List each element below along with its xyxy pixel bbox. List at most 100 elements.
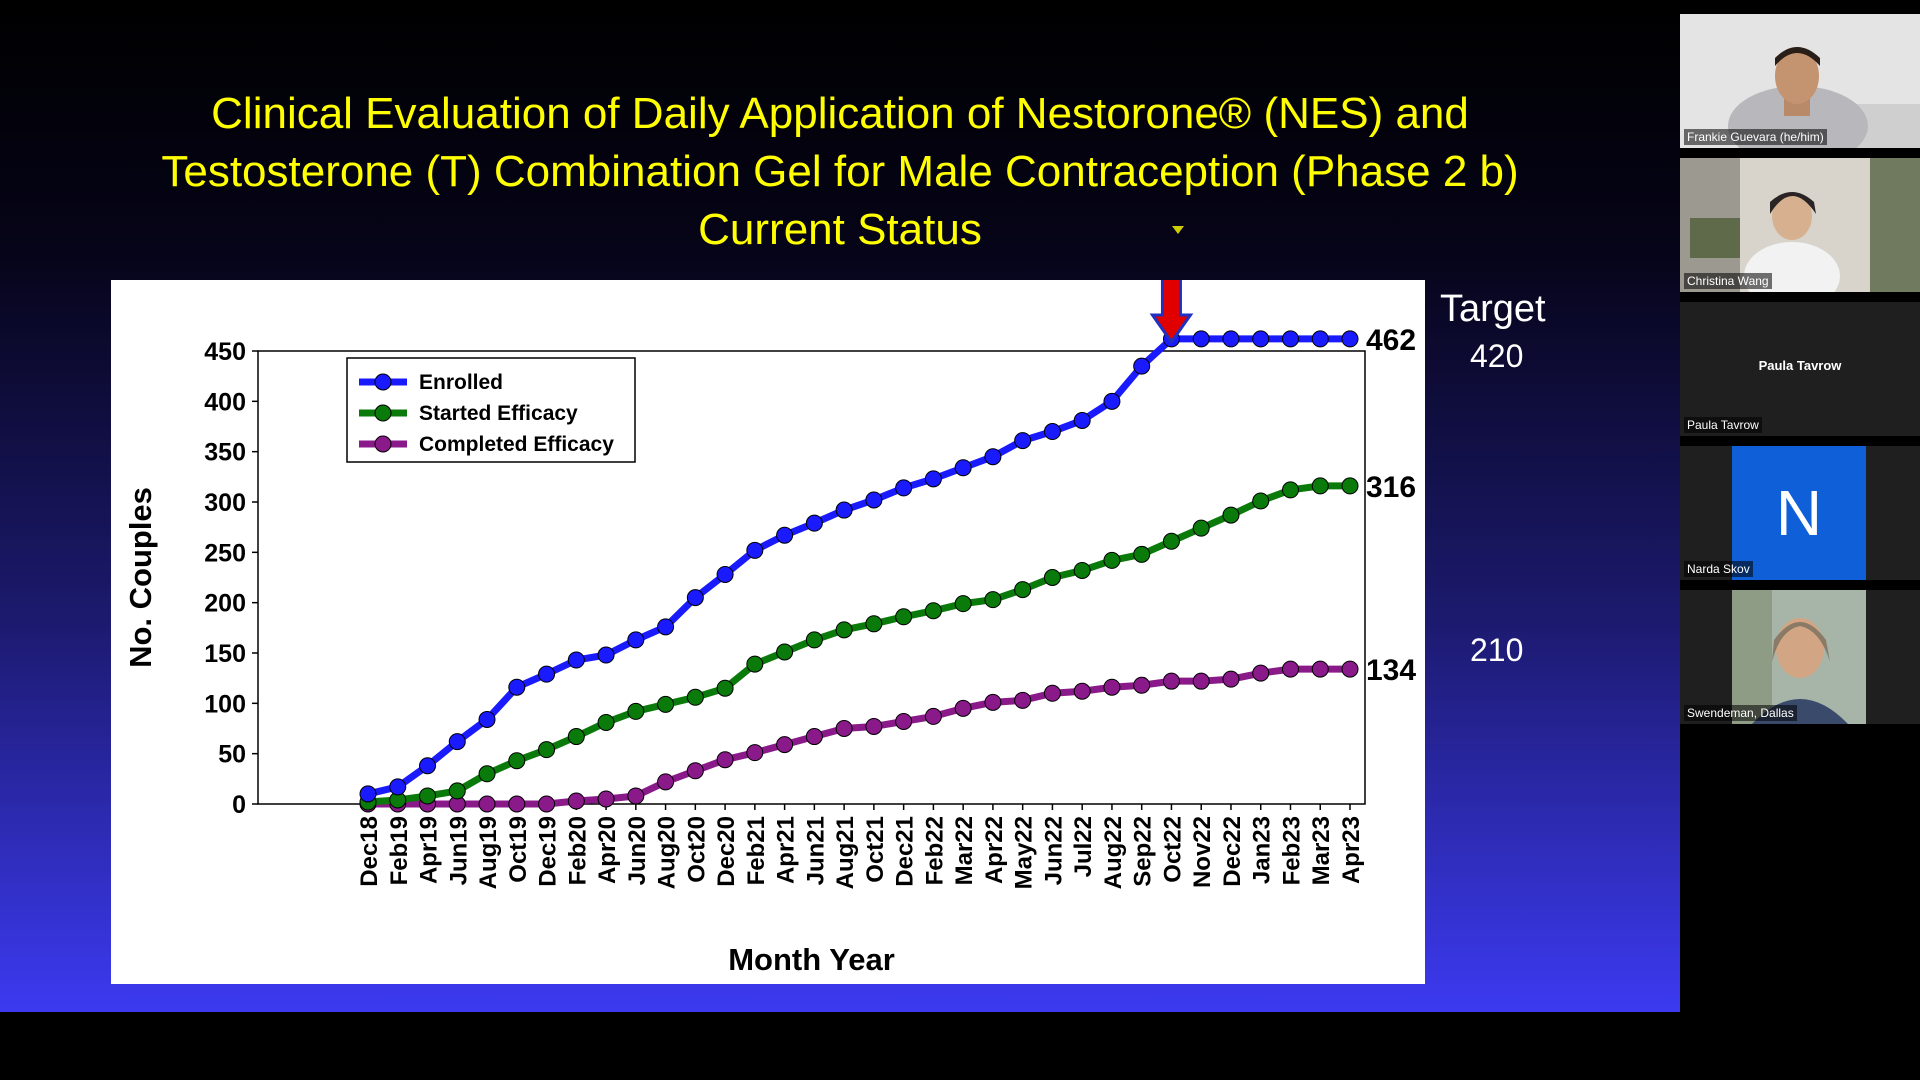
x-tick-label: Sep22 bbox=[1130, 816, 1157, 887]
data-point-started-efficacy bbox=[538, 741, 556, 759]
data-point-enrolled bbox=[657, 618, 675, 636]
data-point-completed-efficacy bbox=[835, 720, 853, 737]
data-point-enrolled bbox=[716, 565, 734, 583]
y-tick-label: 100 bbox=[204, 690, 246, 718]
slide-title-line-1: Clinical Evaluation of Daily Application… bbox=[211, 89, 1469, 138]
x-tick-label: Feb19 bbox=[386, 816, 413, 885]
participant-tile[interactable]: Frankie Guevara (he/him) bbox=[1680, 14, 1920, 148]
data-point-completed-efficacy bbox=[1133, 676, 1151, 694]
participant-name: Narda Skov bbox=[1684, 561, 1753, 577]
data-point-started-efficacy bbox=[1043, 569, 1061, 586]
data-point-completed-efficacy bbox=[895, 712, 913, 730]
data-point-completed-efficacy bbox=[567, 792, 585, 810]
y-tick-label: 250 bbox=[204, 539, 246, 567]
x-axis-label: Month Year bbox=[728, 942, 895, 977]
data-point-enrolled bbox=[359, 785, 377, 803]
participant-video-icon bbox=[1680, 14, 1920, 148]
data-point-enrolled bbox=[835, 501, 853, 519]
data-point-enrolled bbox=[1222, 330, 1240, 348]
data-point-completed-efficacy bbox=[1252, 664, 1270, 682]
participant-tile[interactable]: Paula Tavrow Paula Tavrow bbox=[1680, 302, 1920, 436]
data-point-started-efficacy bbox=[657, 695, 675, 713]
data-point-started-efficacy bbox=[686, 688, 704, 706]
data-point-enrolled bbox=[805, 514, 823, 532]
series-line-started-efficacy bbox=[367, 482, 1350, 806]
data-point-enrolled bbox=[448, 733, 466, 751]
data-point-started-efficacy bbox=[746, 655, 764, 673]
data-point-completed-efficacy bbox=[508, 795, 526, 813]
data-point-started-efficacy bbox=[954, 595, 972, 613]
data-point-started-efficacy bbox=[835, 621, 853, 639]
participant-name: Swendeman, Dallas bbox=[1684, 705, 1797, 721]
data-point-completed-efficacy bbox=[1281, 660, 1299, 678]
participant-center-name: Paula Tavrow bbox=[1758, 358, 1842, 373]
data-point-completed-efficacy bbox=[1341, 660, 1359, 678]
x-tick-label: Jun22 bbox=[1040, 816, 1067, 885]
data-point-started-efficacy bbox=[1192, 519, 1210, 537]
x-tick-label: Apr20 bbox=[594, 816, 621, 884]
data-point-enrolled bbox=[508, 678, 526, 696]
data-point-enrolled bbox=[746, 541, 764, 559]
data-point-enrolled bbox=[1341, 330, 1359, 348]
data-point-started-efficacy bbox=[1252, 492, 1270, 510]
series-end-label: 316 bbox=[1366, 471, 1416, 504]
x-tick-label: Jan23 bbox=[1249, 816, 1276, 884]
participant-name: Paula Tavrow bbox=[1684, 417, 1762, 433]
participant-video-icon bbox=[1680, 158, 1920, 292]
y-tick-label: 50 bbox=[218, 741, 246, 769]
x-tick-label: Jun21 bbox=[802, 816, 829, 885]
participant-tile[interactable]: Swendeman, Dallas bbox=[1680, 590, 1920, 724]
data-point-started-efficacy bbox=[1341, 477, 1359, 495]
shared-slide: Clinical Evaluation of Daily Application… bbox=[0, 0, 1680, 1012]
legend-entry: Completed Efficacy bbox=[419, 433, 614, 456]
participant-video-icon bbox=[1680, 590, 1920, 724]
data-point-enrolled bbox=[1192, 330, 1210, 348]
data-point-started-efficacy bbox=[716, 679, 734, 697]
target-label: Target bbox=[1440, 288, 1546, 330]
data-point-enrolled bbox=[895, 479, 913, 497]
legend-entry: Enrolled bbox=[419, 371, 503, 394]
x-tick-label: Oct22 bbox=[1159, 816, 1186, 883]
data-point-started-efficacy bbox=[1014, 581, 1032, 599]
participant-avatar: N bbox=[1732, 446, 1866, 580]
legend-entry: Started Efficacy bbox=[419, 402, 578, 425]
y-tick-label: 300 bbox=[204, 489, 246, 517]
data-point-enrolled bbox=[1103, 392, 1121, 410]
y-tick-label: 400 bbox=[204, 388, 246, 416]
data-point-started-efficacy bbox=[1162, 532, 1180, 550]
data-point-started-efficacy bbox=[924, 602, 942, 620]
data-point-started-efficacy bbox=[448, 782, 466, 800]
participant-tile[interactable]: N Narda Skov bbox=[1680, 446, 1920, 580]
data-point-enrolled bbox=[1014, 432, 1032, 450]
data-point-completed-efficacy bbox=[1103, 678, 1121, 696]
data-point-completed-efficacy bbox=[984, 693, 1002, 711]
data-point-completed-efficacy bbox=[1311, 660, 1329, 678]
x-tick-label: Dec21 bbox=[892, 816, 919, 887]
data-point-enrolled bbox=[597, 646, 615, 664]
x-tick-label: Apr22 bbox=[981, 816, 1008, 884]
data-point-started-efficacy bbox=[865, 615, 883, 633]
data-point-started-efficacy bbox=[776, 643, 794, 661]
data-point-completed-efficacy bbox=[478, 795, 496, 813]
participant-tile[interactable]: Christina Wang bbox=[1680, 158, 1920, 292]
y-tick-label: 350 bbox=[204, 439, 246, 467]
series-end-label: 462 bbox=[1366, 324, 1416, 357]
data-point-started-efficacy bbox=[805, 631, 823, 649]
series-line-enrolled bbox=[367, 335, 1350, 798]
x-tick-label: Apr23 bbox=[1338, 816, 1365, 884]
data-point-enrolled bbox=[1311, 330, 1329, 348]
data-point-completed-efficacy bbox=[686, 762, 704, 780]
data-point-started-efficacy bbox=[895, 608, 913, 626]
x-tick-label: Jun19 bbox=[445, 816, 472, 885]
data-point-enrolled bbox=[1252, 330, 1270, 348]
data-point-started-efficacy bbox=[478, 765, 496, 783]
data-point-started-efficacy bbox=[567, 728, 585, 746]
x-tick-label: Aug19 bbox=[475, 816, 502, 889]
data-point-completed-efficacy bbox=[1073, 682, 1091, 700]
y-tick-label: 0 bbox=[232, 791, 246, 819]
data-point-completed-efficacy bbox=[865, 717, 883, 735]
x-tick-label: Jun20 bbox=[624, 816, 651, 885]
slide-title-line-2: Testosterone (T) Combination Gel for Mal… bbox=[161, 147, 1519, 196]
x-tick-label: Feb20 bbox=[564, 816, 591, 885]
slide-title-line-3: Current Status bbox=[698, 205, 982, 254]
